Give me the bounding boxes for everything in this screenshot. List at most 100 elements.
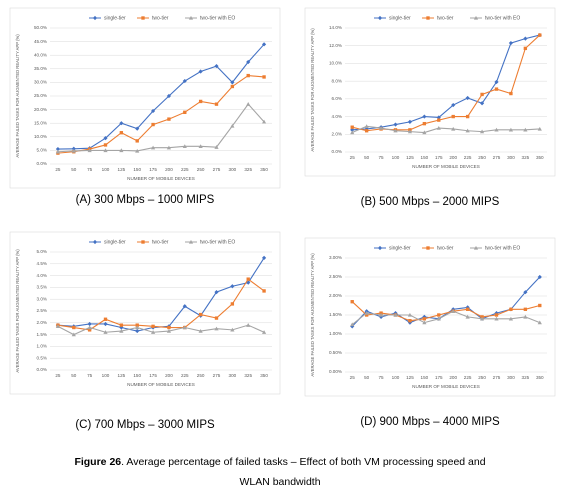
y-tick-label: 5.0%	[37, 148, 47, 153]
marker	[364, 129, 369, 133]
marker	[479, 316, 485, 321]
y-tick-label: 0.0%	[332, 149, 342, 154]
marker	[246, 277, 250, 281]
x-tick-label: 50	[71, 373, 77, 378]
x-tick-label: 275	[213, 167, 221, 172]
x-tick-label: 225	[464, 375, 472, 380]
marker	[437, 313, 441, 317]
x-tick-label: 175	[149, 373, 157, 378]
marker	[262, 289, 266, 293]
x-axis-label: NUMBER OF MOBILE DEVICES	[412, 384, 480, 389]
marker	[377, 245, 383, 251]
marker	[246, 59, 251, 65]
marker	[182, 325, 187, 330]
marker	[393, 128, 398, 133]
marker	[135, 325, 140, 330]
marker	[150, 145, 156, 150]
marker	[494, 87, 499, 91]
marker	[214, 102, 219, 106]
legend-label: single-tier	[104, 15, 126, 21]
x-tick-label: 175	[435, 375, 443, 380]
marker	[119, 121, 124, 126]
marker	[465, 305, 470, 310]
y-tick-label: 2.5%	[37, 308, 47, 313]
marker	[393, 122, 398, 127]
marker	[230, 80, 235, 85]
panel-caption: (A) 300 Mbps – 1000 MIPS	[76, 194, 215, 206]
marker	[214, 290, 219, 295]
chart-panel: 0.0% 2.0% 4.0% 6.0% 8.0% 10.0% 12.0% 14.0% 25 50 7…	[304, 7, 556, 177]
figure-caption: Figure 26. Average percentage of failed …	[74, 456, 485, 468]
marker	[261, 119, 267, 124]
legend-label: two-tier with EO	[200, 15, 235, 21]
marker	[167, 325, 171, 330]
x-tick-label: 100	[392, 375, 400, 380]
marker	[364, 126, 369, 132]
marker	[422, 121, 427, 126]
panel-caption: (C) 700 Mbps – 3000 MIPS	[75, 419, 215, 431]
y-tick-label: 6.0%	[332, 96, 342, 101]
x-tick-label: 300	[507, 155, 515, 160]
marker	[537, 320, 542, 325]
marker	[479, 101, 485, 106]
y-tick-label: 14.0%	[329, 25, 342, 30]
marker	[230, 284, 235, 289]
marker	[479, 129, 485, 134]
marker	[135, 139, 139, 143]
marker	[119, 148, 124, 153]
marker	[87, 328, 92, 332]
marker	[150, 108, 156, 114]
marker	[92, 15, 98, 21]
marker	[350, 130, 355, 135]
marker	[407, 119, 413, 124]
marker	[422, 317, 427, 321]
x-tick-label: 75	[379, 375, 385, 380]
x-tick-label: 125	[406, 155, 414, 160]
marker	[55, 149, 61, 154]
legend-label: single-tier	[389, 15, 411, 21]
marker	[364, 311, 369, 315]
y-tick-label: 10.0%	[34, 134, 47, 139]
x-tick-label: 25	[55, 373, 61, 378]
x-axis-label: NUMBER OF MOBILE DEVICES	[127, 176, 195, 181]
x-tick-label: 75	[87, 373, 93, 378]
marker	[135, 323, 139, 327]
marker	[230, 302, 235, 306]
marker	[465, 128, 470, 133]
marker	[103, 143, 108, 147]
marker	[261, 330, 267, 334]
marker	[350, 322, 355, 327]
marker	[55, 324, 61, 329]
legend-label: single-tier	[104, 239, 126, 245]
series-line	[351, 310, 540, 325]
marker	[480, 92, 484, 97]
marker	[103, 136, 108, 141]
y-axis-label: AVERAGE FAILED TASKS FOR AUGMENTED REALI…	[310, 253, 315, 377]
marker	[151, 324, 155, 329]
legend-label: two-tier with EO	[485, 245, 520, 251]
marker	[214, 145, 219, 149]
marker	[198, 69, 203, 74]
x-tick-label: 75	[379, 155, 385, 160]
marker	[103, 330, 108, 334]
x-tick-label: 50	[71, 167, 77, 172]
marker	[214, 316, 219, 320]
marker	[523, 36, 528, 41]
marker	[350, 300, 354, 304]
series-line	[57, 43, 265, 150]
marker	[246, 73, 250, 78]
legend-label: two-tier with EO	[485, 15, 520, 21]
marker	[494, 79, 499, 85]
marker	[188, 239, 194, 244]
x-tick-label: 275	[493, 375, 501, 380]
marker	[437, 118, 441, 122]
marker	[188, 15, 194, 20]
marker	[166, 93, 172, 99]
marker	[408, 319, 412, 323]
y-tick-label: 40.0%	[34, 52, 47, 57]
x-tick-label: 275	[493, 155, 501, 160]
marker	[119, 323, 124, 327]
x-tick-label: 150	[133, 167, 141, 172]
marker	[422, 130, 427, 135]
marker	[166, 145, 172, 150]
